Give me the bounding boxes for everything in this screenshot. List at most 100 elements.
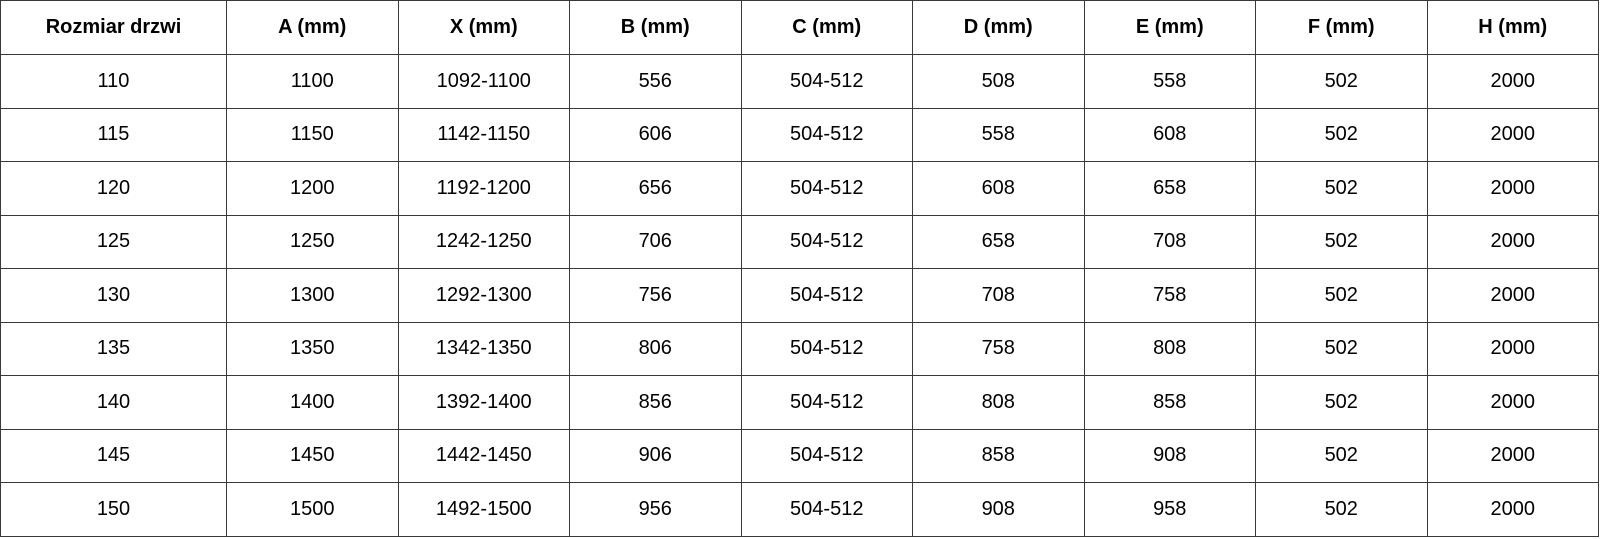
table-cell: 756 <box>569 268 742 323</box>
table-cell: 504-512 <box>740 321 913 376</box>
table-cell: 1350 <box>226 321 399 376</box>
table-cell: 908 <box>1083 428 1256 483</box>
table-cell: 1092-1100 <box>397 54 570 109</box>
table-cell: 608 <box>1083 107 1256 162</box>
table-cell: 858 <box>1083 375 1256 430</box>
table-cell: 758 <box>1083 268 1256 323</box>
table-cell: 1250 <box>226 214 399 269</box>
table-cell: 608 <box>912 161 1085 216</box>
column-header: Rozmiar drzwi <box>0 0 227 55</box>
table-cell: 2000 <box>1426 321 1599 376</box>
column-header: X (mm) <box>397 0 570 55</box>
table-cell: 504-512 <box>740 268 913 323</box>
table-cell: 504-512 <box>740 482 913 537</box>
table-cell: 558 <box>912 107 1085 162</box>
table-cell: 658 <box>1083 161 1256 216</box>
table-cell: 504-512 <box>740 428 913 483</box>
table-cell: 2000 <box>1426 214 1599 269</box>
table-row: 115 1150 1142-1150 606 504-512 558 608 502 2000 <box>0 107 1599 162</box>
table-cell: 502 <box>1255 268 1428 323</box>
table-cell: 808 <box>912 375 1085 430</box>
table-cell: 502 <box>1255 321 1428 376</box>
table-cell: 135 <box>0 321 227 376</box>
table-cell: 150 <box>0 482 227 537</box>
column-header: C (mm) <box>740 0 913 55</box>
table-cell: 125 <box>0 214 227 269</box>
table-cell: 504-512 <box>740 375 913 430</box>
table-cell: 606 <box>569 107 742 162</box>
table-cell: 2000 <box>1426 54 1599 109</box>
table-cell: 2000 <box>1426 268 1599 323</box>
table-cell: 856 <box>569 375 742 430</box>
table-cell: 504-512 <box>740 214 913 269</box>
table-cell: 706 <box>569 214 742 269</box>
table-row: 135 1350 1342-1350 806 504-512 758 808 502 2000 <box>0 321 1599 376</box>
table-cell: 1342-1350 <box>397 321 570 376</box>
table-cell: 1292-1300 <box>397 268 570 323</box>
table-cell: 145 <box>0 428 227 483</box>
table-row: 110 1100 1092-1100 556 504-512 508 558 502 2000 <box>0 54 1599 109</box>
table-cell: 504-512 <box>740 107 913 162</box>
table-cell: 1142-1150 <box>397 107 570 162</box>
table-cell: 502 <box>1255 428 1428 483</box>
table-cell: 2000 <box>1426 107 1599 162</box>
table-cell: 906 <box>569 428 742 483</box>
table-cell: 2000 <box>1426 428 1599 483</box>
column-header: H (mm) <box>1426 0 1599 55</box>
table-row: 145 1450 1442-1450 906 504-512 858 908 502 2000 <box>0 428 1599 483</box>
table-cell: 858 <box>912 428 1085 483</box>
table-cell: 2000 <box>1426 482 1599 537</box>
table-cell: 502 <box>1255 482 1428 537</box>
table-cell: 1100 <box>226 54 399 109</box>
table-cell: 1492-1500 <box>397 482 570 537</box>
table-cell: 120 <box>0 161 227 216</box>
table-cell: 956 <box>569 482 742 537</box>
table-cell: 806 <box>569 321 742 376</box>
table-row: 140 1400 1392-1400 856 504-512 808 858 502 2000 <box>0 375 1599 430</box>
table-cell: 1150 <box>226 107 399 162</box>
table-cell: 502 <box>1255 214 1428 269</box>
table-cell: 502 <box>1255 375 1428 430</box>
table-row: 125 1250 1242-1250 706 504-512 658 708 502 2000 <box>0 214 1599 269</box>
table-cell: 1192-1200 <box>397 161 570 216</box>
table-cell: 1442-1450 <box>397 428 570 483</box>
table-cell: 1450 <box>226 428 399 483</box>
table-cell: 556 <box>569 54 742 109</box>
table-cell: 808 <box>1083 321 1256 376</box>
table-cell: 558 <box>1083 54 1256 109</box>
table-cell: 758 <box>912 321 1085 376</box>
table-cell: 1392-1400 <box>397 375 570 430</box>
table-cell: 1500 <box>226 482 399 537</box>
table-row: 120 1200 1192-1200 656 504-512 608 658 502 2000 <box>0 161 1599 216</box>
table-row: 130 1300 1292-1300 756 504-512 708 758 502 2000 <box>0 268 1599 323</box>
table-cell: 1242-1250 <box>397 214 570 269</box>
column-header: D (mm) <box>912 0 1085 55</box>
table-cell: 658 <box>912 214 1085 269</box>
column-header: E (mm) <box>1083 0 1256 55</box>
table-cell: 1200 <box>226 161 399 216</box>
table-cell: 140 <box>0 375 227 430</box>
column-header: F (mm) <box>1255 0 1428 55</box>
column-header: A (mm) <box>226 0 399 55</box>
table-cell: 656 <box>569 161 742 216</box>
header-row: Rozmiar drzwi A (mm) X (mm) B (mm) C (mm) D (… <box>0 0 1599 55</box>
table-cell: 958 <box>1083 482 1256 537</box>
table-cell: 504-512 <box>740 54 913 109</box>
table-cell: 130 <box>0 268 227 323</box>
table-cell: 1300 <box>226 268 399 323</box>
table-cell: 110 <box>0 54 227 109</box>
table-cell: 2000 <box>1426 161 1599 216</box>
table-cell: 508 <box>912 54 1085 109</box>
table-cell: 502 <box>1255 161 1428 216</box>
table-cell: 115 <box>0 107 227 162</box>
table-cell: 502 <box>1255 107 1428 162</box>
table-row: 150 1500 1492-1500 956 504-512 908 958 502 2000 <box>0 482 1599 537</box>
table-cell: 708 <box>1083 214 1256 269</box>
table-cell: 708 <box>912 268 1085 323</box>
column-header: B (mm) <box>569 0 742 55</box>
table-cell: 502 <box>1255 54 1428 109</box>
table-cell: 2000 <box>1426 375 1599 430</box>
table-cell: 504-512 <box>740 161 913 216</box>
table-cell: 1400 <box>226 375 399 430</box>
